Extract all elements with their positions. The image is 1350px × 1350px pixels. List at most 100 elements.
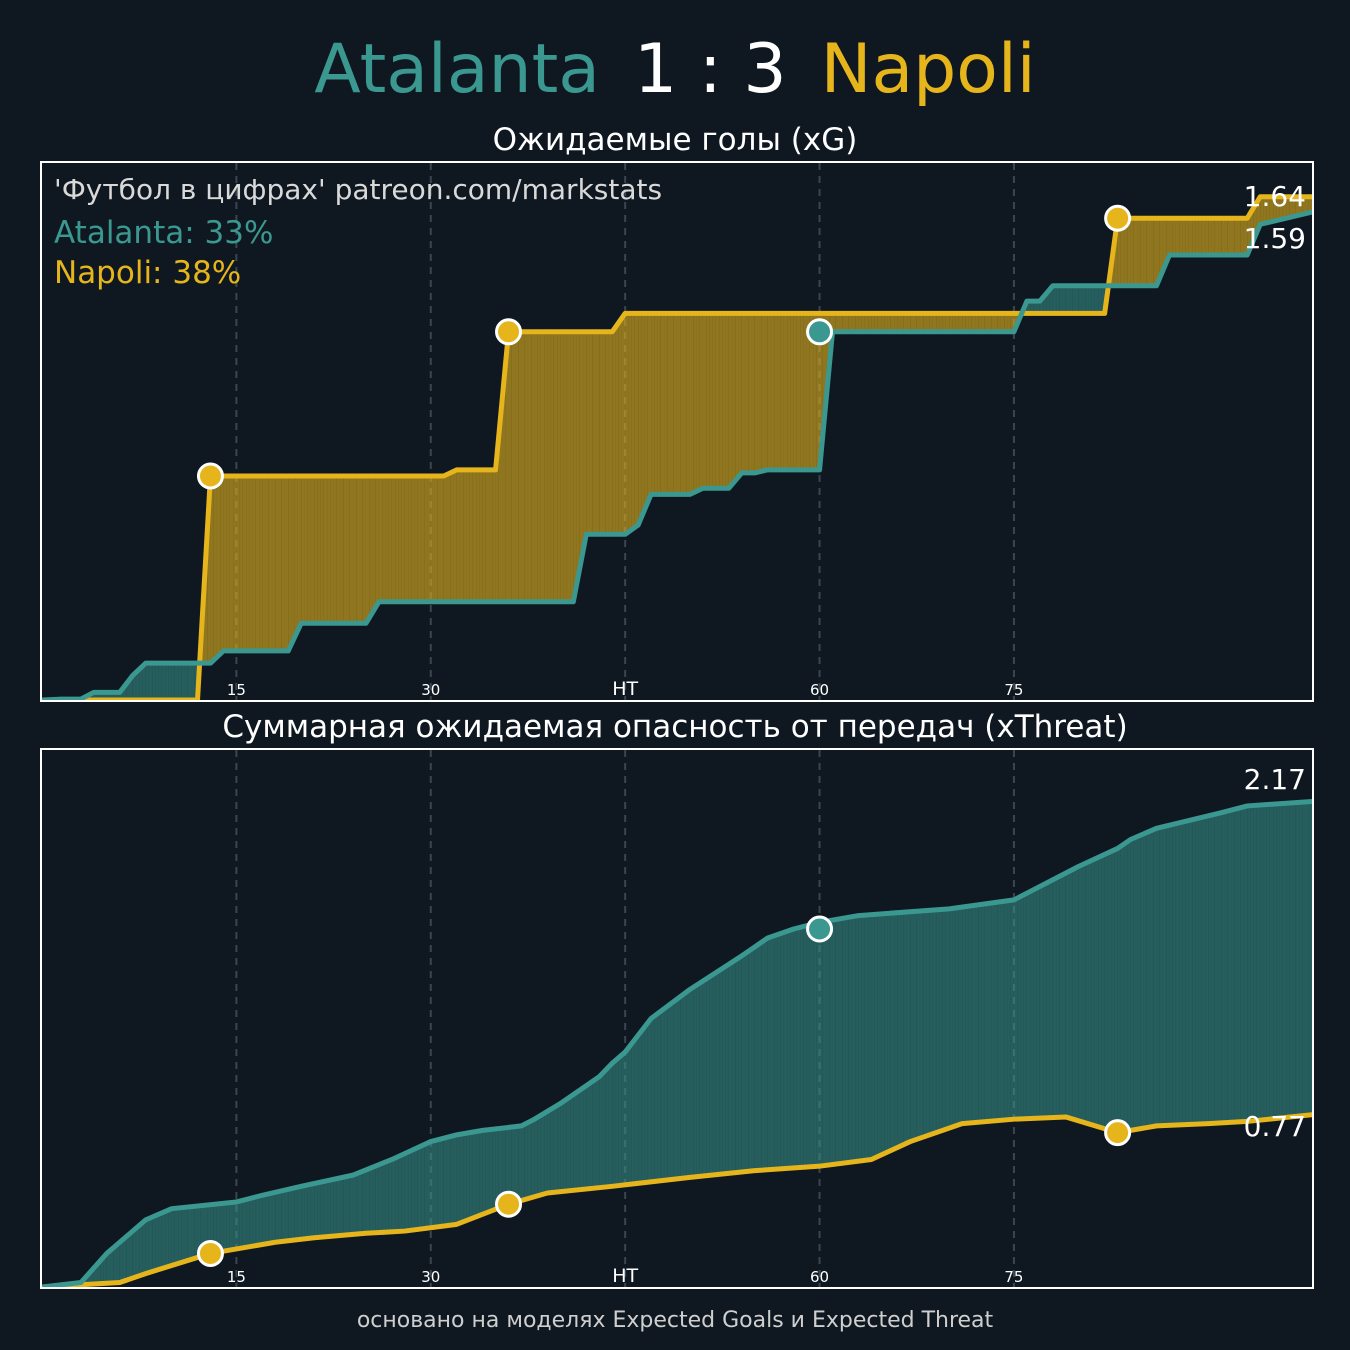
xg-fill-segment <box>706 313 710 489</box>
xg-fill-segment <box>145 663 149 700</box>
xg-fill-segment <box>246 475 250 651</box>
xthreat-fill-segment <box>1182 821 1186 1125</box>
xg-fill-segment <box>984 313 989 332</box>
xg-fill-segment <box>958 313 963 332</box>
xg-fill-segment <box>1056 285 1060 314</box>
xthreat-fill-segment <box>764 937 768 1170</box>
xg-fill-segment <box>589 331 593 535</box>
xthreat-fill-segment <box>621 1052 626 1186</box>
xg-fill-segment <box>395 475 399 602</box>
xg-fill-segment <box>848 313 852 332</box>
xg-fill-segment <box>307 475 311 624</box>
xg-fill-segment <box>1075 285 1079 314</box>
xthreat-fill-segment <box>939 909 943 1132</box>
xthreat-fill-segment <box>378 1163 383 1233</box>
xthreat-fill-segment <box>369 1167 373 1234</box>
xg-fill-segment <box>340 475 344 624</box>
xg-fill-segment <box>391 475 396 602</box>
xg-fill-segment <box>732 313 736 485</box>
xg-fill-segment <box>1227 218 1232 256</box>
xg-fill-segment <box>184 663 188 700</box>
xg-fill-segment <box>641 313 645 518</box>
xg-fill-segment <box>1137 218 1141 286</box>
xg-fill-segment <box>952 313 956 332</box>
xthreat-fill-segment <box>1159 826 1163 1126</box>
xg-fill-segment <box>333 475 337 624</box>
xthreat-fill-segment <box>1243 805 1248 1122</box>
xg-fill-segment <box>1143 218 1147 286</box>
xg-fill-segment <box>382 475 386 602</box>
xg-fill-segment <box>628 313 632 532</box>
xg-fill-segment <box>971 313 976 332</box>
xthreat-fill-segment <box>1111 849 1115 1132</box>
xg-fill-segment <box>981 313 985 332</box>
xthreat-fill-segment <box>822 921 827 1166</box>
xthreat-fill-segment <box>1078 864 1082 1122</box>
xg-fill-segment <box>255 475 260 651</box>
xthreat-fill-segment <box>440 1138 444 1227</box>
xthreat-fill-segment <box>495 1128 499 1210</box>
xg-fill-segment <box>139 666 143 700</box>
xthreat-x-tick-label: 75 <box>1004 1268 1023 1286</box>
xg-fill-segment <box>1243 218 1248 256</box>
xthreat-fill-segment <box>605 1066 609 1187</box>
xthreat-goal-marker-atalanta <box>806 915 834 943</box>
xg-fill-segment <box>508 331 512 602</box>
xthreat-fill-segment <box>408 1150 412 1231</box>
xg-fill-segment <box>1279 196 1283 220</box>
xg-fill-segment <box>890 313 895 332</box>
xg-fill-segment <box>268 475 273 651</box>
home-percentage: Atalanta: 33% <box>54 215 274 251</box>
xthreat-fill-segment <box>174 1208 179 1265</box>
xg-fill-segment <box>693 313 697 493</box>
xg-fill-segment <box>1098 285 1102 314</box>
xthreat-fill-segment <box>631 1039 635 1185</box>
xthreat-fill-segment <box>592 1078 597 1189</box>
xthreat-fill-segment <box>955 907 959 1126</box>
xg-fill-segment <box>845 313 849 332</box>
xg-fill-segment <box>1069 285 1073 314</box>
xthreat-fill-segment <box>738 955 742 1173</box>
xthreat-fill-segment <box>284 1189 289 1242</box>
xg-fill-segment <box>932 313 937 332</box>
xg-goal-marker-napoli <box>196 462 224 490</box>
xthreat-fill-segment <box>505 1127 509 1206</box>
xthreat-fill-segment <box>139 1222 143 1276</box>
xthreat-fill-segment <box>628 1043 632 1185</box>
xthreat-fill-segment <box>333 1178 337 1237</box>
xthreat-fill-segment <box>754 944 758 1171</box>
xthreat-fill-segment <box>667 1003 671 1180</box>
xthreat-fill-segment <box>1059 874 1063 1118</box>
xg-fill-segment <box>505 331 509 602</box>
xg-fill-segment <box>1004 313 1008 332</box>
xthreat-fill-segment <box>385 1160 389 1233</box>
xg-fill-segment <box>874 313 878 332</box>
xg-fill-segment <box>310 475 315 624</box>
xthreat-fill-segment <box>1117 846 1121 1133</box>
xthreat-fill-segment <box>181 1207 185 1263</box>
xthreat-fill-segment <box>472 1131 477 1219</box>
xg-fill-segment <box>1240 218 1244 256</box>
xthreat-fill-segment <box>1266 804 1270 1120</box>
xthreat-fill-segment <box>644 1022 648 1183</box>
xthreat-goal-marker-napoli <box>495 1190 523 1218</box>
xthreat-fill-segment <box>1062 873 1066 1118</box>
xg-fill-segment <box>362 475 366 624</box>
xg-fill-segment <box>1182 218 1186 256</box>
xthreat-fill-segment <box>894 912 898 1150</box>
xg-fill-segment <box>1289 196 1293 218</box>
xg-fill-segment <box>518 331 522 602</box>
xthreat-fill-segment <box>249 1197 253 1247</box>
xthreat-fill-segment <box>1260 804 1264 1121</box>
xg-fill-segment <box>1033 301 1037 314</box>
xthreat-fill-segment <box>362 1169 366 1234</box>
xg-fill-segment <box>437 475 441 602</box>
xg-fill-segment <box>148 663 153 700</box>
xthreat-fill-segment <box>702 978 707 1177</box>
xg-fill-segment <box>191 663 195 700</box>
xg-fill-segment <box>654 313 658 495</box>
xg-fill-segment <box>709 313 713 489</box>
xthreat-fill-segment <box>757 942 762 1171</box>
xthreat-fill-segment <box>589 1081 593 1189</box>
xthreat-fill-segment <box>576 1090 580 1191</box>
